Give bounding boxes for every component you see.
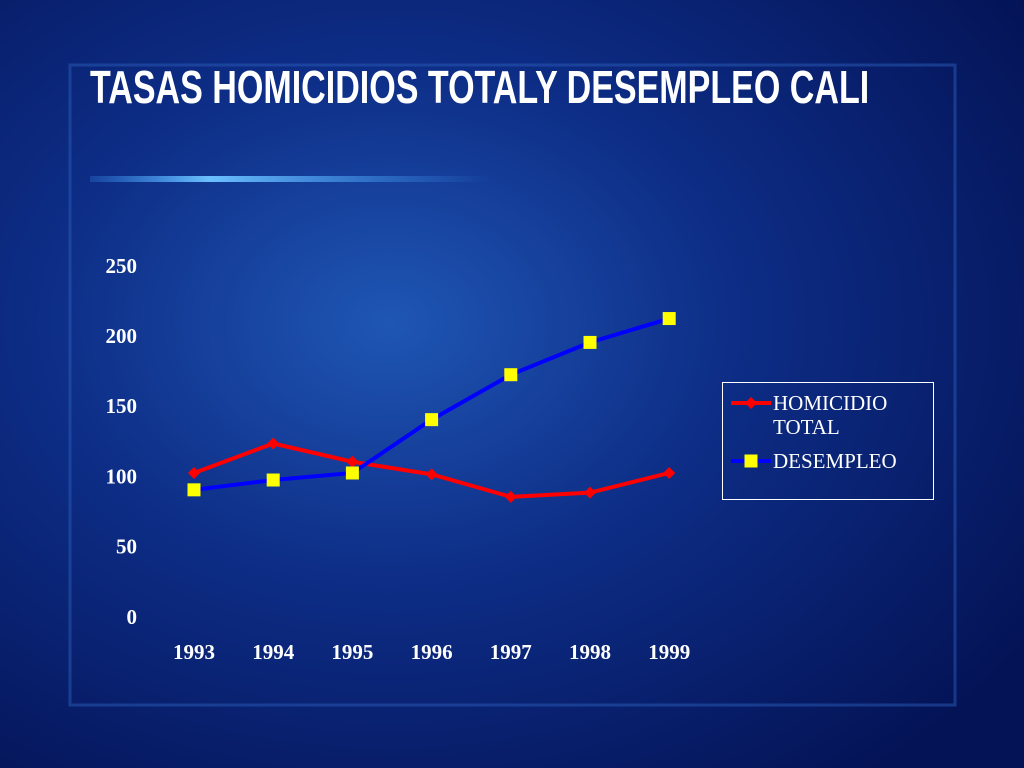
- marker: [662, 312, 676, 326]
- y-tick-label: 100: [106, 464, 138, 488]
- x-tick-label: 1996: [411, 640, 453, 664]
- x-tick-label: 1999: [648, 640, 690, 664]
- y-tick-label: 250: [106, 254, 138, 278]
- marker: [346, 455, 359, 468]
- legend-label: DESEMPLEO: [773, 449, 897, 473]
- legend: HOMICIDIO TOTAL DESEMPLEO: [722, 382, 934, 500]
- x-tick-label: 1997: [490, 640, 532, 664]
- marker: [425, 468, 438, 481]
- plot-area: 0 50 100 150 200 250 1993 1994 1995 1996 1997 1998 1…: [106, 254, 691, 664]
- y-tick-label: 0: [127, 605, 138, 629]
- marker: [267, 437, 280, 450]
- marker: [745, 397, 757, 409]
- frame: [68, 63, 957, 707]
- y-tick-label: 50: [116, 535, 137, 559]
- legend-swatch: [731, 454, 771, 468]
- x-tick-label: 1998: [569, 640, 611, 664]
- marker: [425, 413, 439, 427]
- marker: [663, 466, 676, 479]
- x-tick-label: 1995: [331, 640, 373, 664]
- legend-label: HOMICIDIO TOTAL: [773, 391, 888, 439]
- marker: [187, 483, 201, 497]
- marker: [345, 466, 359, 480]
- x-tick-label: 1994: [252, 640, 295, 664]
- marker: [504, 490, 517, 503]
- y-tick-label: 150: [106, 394, 138, 418]
- y-tick-label: 200: [106, 324, 138, 348]
- marker: [188, 466, 200, 479]
- legend-swatch: [731, 397, 771, 409]
- title-underline: [90, 176, 490, 182]
- chart-title: TASAS HOMICIDIOS TOTALY DESEMPLEO CALI: [90, 61, 870, 113]
- marker: [583, 335, 597, 349]
- marker: [266, 473, 280, 487]
- x-tick-label: 1993: [173, 640, 215, 664]
- marker: [504, 368, 518, 382]
- marker: [744, 454, 758, 468]
- marker: [584, 486, 596, 499]
